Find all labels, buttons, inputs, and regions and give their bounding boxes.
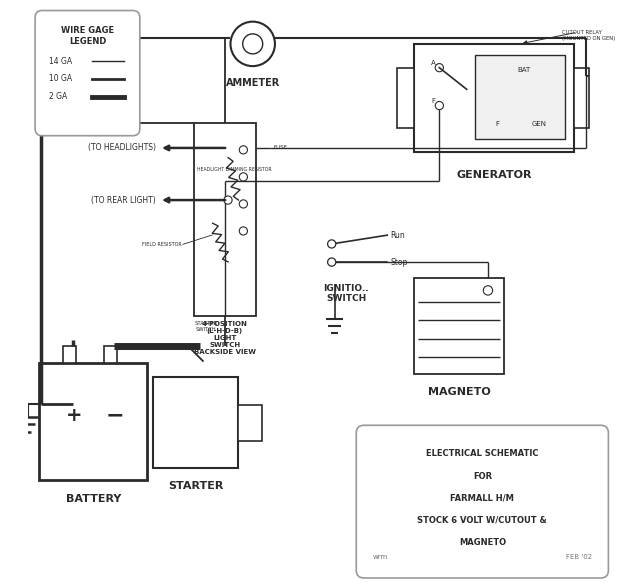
Text: FOR: FOR — [473, 472, 492, 480]
Text: BATTERY: BATTERY — [66, 494, 121, 504]
Circle shape — [239, 173, 248, 181]
Bar — [194, 123, 255, 316]
Text: BAT: BAT — [518, 67, 531, 73]
Text: FEB '02: FEB '02 — [566, 554, 592, 560]
Text: STOCK 6 VOLT W/CUTOUT &: STOCK 6 VOLT W/CUTOUT & — [417, 516, 547, 525]
Bar — [238, 405, 262, 441]
Circle shape — [328, 240, 336, 248]
Bar — [39, 363, 147, 480]
Bar — [413, 278, 504, 374]
Bar — [104, 346, 117, 363]
Bar — [153, 377, 238, 468]
Circle shape — [230, 22, 275, 66]
Bar — [397, 68, 413, 128]
Text: Run: Run — [390, 230, 405, 240]
Text: FIELD RESISTOR: FIELD RESISTOR — [141, 242, 181, 247]
Bar — [475, 55, 565, 139]
Circle shape — [239, 200, 248, 208]
Text: (TO REAR LIGHT): (TO REAR LIGHT) — [92, 195, 156, 205]
Circle shape — [328, 258, 336, 266]
Text: STARTER: STARTER — [168, 481, 223, 491]
Text: CUTOUT RELAY
(MOUNTED ON GEN): CUTOUT RELAY (MOUNTED ON GEN) — [562, 30, 615, 41]
Text: 2 GA: 2 GA — [49, 92, 67, 101]
Text: MAGNETO: MAGNETO — [428, 387, 490, 397]
Text: AMMETER: AMMETER — [226, 78, 280, 88]
Circle shape — [224, 196, 232, 204]
Text: Stop: Stop — [390, 257, 408, 267]
Text: (TO HEADLIGHTS): (TO HEADLIGHTS) — [88, 143, 156, 153]
Text: −: − — [106, 405, 124, 425]
FancyBboxPatch shape — [35, 11, 140, 136]
Text: FUSE: FUSE — [273, 146, 287, 150]
Circle shape — [239, 146, 248, 154]
Text: F: F — [431, 98, 435, 104]
Text: 4-POSITION
(L-H-D-B)
LIGHT
SWITCH
BACKSIDE VIEW: 4-POSITION (L-H-D-B) LIGHT SWITCH BACKSI… — [194, 321, 256, 355]
Text: IGNITIO..
SWITCH: IGNITIO.. SWITCH — [323, 284, 369, 303]
Text: 14 GA: 14 GA — [49, 57, 72, 66]
Text: F: F — [495, 121, 499, 127]
FancyBboxPatch shape — [356, 425, 609, 578]
Text: GENERATOR: GENERATOR — [456, 170, 532, 180]
Bar — [413, 44, 575, 152]
Text: STARTER
SWITCH: STARTER SWITCH — [194, 321, 218, 332]
Text: GEN: GEN — [532, 121, 547, 127]
Circle shape — [483, 285, 493, 295]
Text: FARMALL H/M: FARMALL H/M — [451, 494, 515, 503]
Text: 10 GA: 10 GA — [49, 74, 72, 84]
Text: HEADLIGHT DIMMING RESISTOR: HEADLIGHT DIMMING RESISTOR — [197, 167, 272, 171]
Bar — [575, 68, 589, 128]
Text: MAGNETO: MAGNETO — [459, 538, 506, 547]
Text: WIRE GAGE
LEGEND: WIRE GAGE LEGEND — [61, 26, 114, 46]
Text: +: + — [65, 406, 82, 425]
Text: ELECTRICAL SCHEMATIC: ELECTRICAL SCHEMATIC — [426, 449, 539, 458]
Circle shape — [435, 101, 444, 109]
Circle shape — [435, 64, 444, 72]
Text: wrm: wrm — [372, 554, 388, 560]
Bar — [63, 346, 76, 363]
Text: A: A — [431, 60, 435, 66]
Circle shape — [239, 227, 248, 235]
